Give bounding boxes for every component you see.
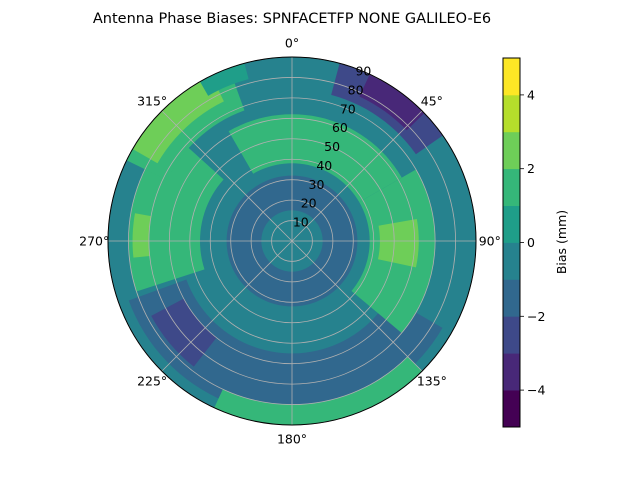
radial-tick-label: 60 xyxy=(332,120,348,135)
contour-region-13 xyxy=(200,63,249,96)
contour-region-14 xyxy=(151,298,217,367)
colorbar-tick-label: 4 xyxy=(527,87,535,102)
colorbar-ticks: −4 −2 0 2 4 xyxy=(520,87,545,398)
colorbar-swatch xyxy=(503,168,520,206)
contour-region-6 xyxy=(214,356,423,425)
radial-tick-label: 50 xyxy=(324,139,340,154)
angular-grid-line xyxy=(291,110,423,242)
contour-region-12 xyxy=(359,74,425,131)
angular-grid-line xyxy=(291,240,423,372)
radial-tick-label: 40 xyxy=(316,158,332,173)
angular-grid-line xyxy=(161,110,293,242)
radial-tick-label: 10 xyxy=(293,215,309,230)
colorbar-tick-label: 2 xyxy=(527,161,535,176)
radial-tick-label: 90 xyxy=(355,64,371,79)
colorbar-swatch xyxy=(503,131,520,170)
angular-tick-label: 90° xyxy=(479,234,501,249)
contour-region-10 xyxy=(132,213,152,258)
colorbar-label: Bias (mm) xyxy=(554,210,569,274)
colorbar-tick-label: −4 xyxy=(527,383,545,398)
colorbar-swatches xyxy=(503,58,520,428)
angular-tick-label: 315° xyxy=(137,94,167,109)
contour-region-9 xyxy=(132,75,224,164)
colorbar: −4 −2 0 2 4 Bias (mm) xyxy=(502,57,569,428)
angular-tick-label: 135° xyxy=(417,373,447,388)
colorbar-tick-label: 0 xyxy=(527,235,535,250)
angular-tick-labels: 0° 45° 90° 135° 180° 225° 270° 315° xyxy=(79,36,501,447)
colorbar-tick-label: −2 xyxy=(527,309,545,324)
colorbar-swatch xyxy=(503,316,520,354)
colorbar-swatch xyxy=(503,242,520,280)
radial-tick-label: 70 xyxy=(340,101,356,116)
contour-region-8 xyxy=(377,218,419,268)
colorbar-swatch xyxy=(503,58,520,96)
colorbar-swatch xyxy=(503,205,520,243)
polar-grid xyxy=(107,56,477,426)
colorbar-swatch xyxy=(503,279,520,317)
colorbar-swatch xyxy=(503,353,520,391)
radial-tick-labels: 10 20 30 40 50 60 70 80 90 xyxy=(293,64,372,230)
polar-plot-area: 0° 45° 90° 135° 180° 225° 270° 315° 10 20 30 40 50 6… xyxy=(79,36,501,447)
chart-title: Antenna Phase Biases: SPNFACETFP NONE GA… xyxy=(93,11,491,27)
colorbar-swatch xyxy=(503,94,520,133)
contour-region-3 xyxy=(228,114,402,203)
angular-tick-label: 225° xyxy=(137,373,167,388)
angular-tick-label: 45° xyxy=(421,94,443,109)
radial-tick-label: 80 xyxy=(348,82,364,97)
angular-grid-line xyxy=(161,240,293,372)
colorbar-swatch xyxy=(503,390,520,428)
radial-tick-label: 20 xyxy=(301,196,317,211)
angular-tick-label: 180° xyxy=(277,431,307,446)
angular-tick-label: 0° xyxy=(285,36,299,51)
radial-tick-label: 30 xyxy=(309,177,325,192)
polar-outer-spine xyxy=(107,56,477,426)
angular-tick-label: 270° xyxy=(79,234,109,249)
